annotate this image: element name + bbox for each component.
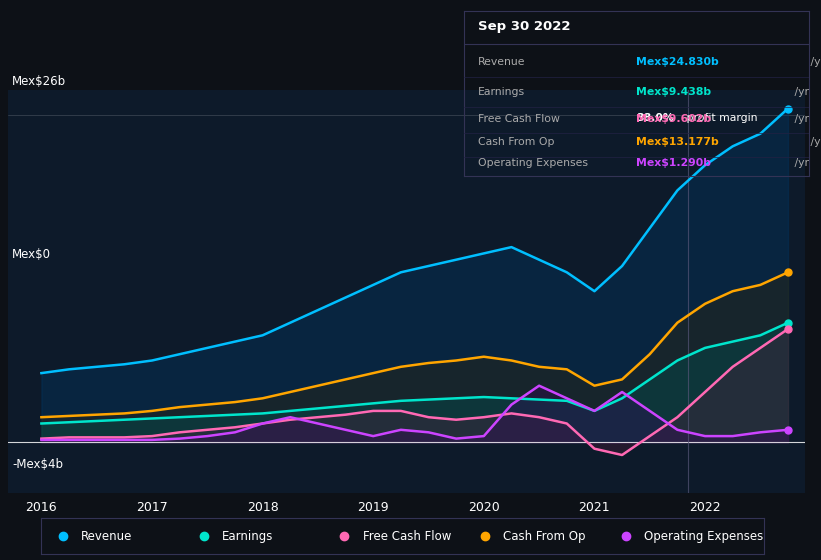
- Text: Free Cash Flow: Free Cash Flow: [478, 114, 560, 124]
- Text: /yr: /yr: [806, 58, 821, 67]
- Text: profit margin: profit margin: [683, 113, 757, 123]
- Text: -Mex$4b: -Mex$4b: [12, 458, 63, 472]
- Text: /yr: /yr: [791, 87, 810, 97]
- Text: Mex$24.830b: Mex$24.830b: [636, 58, 719, 67]
- Text: Free Cash Flow: Free Cash Flow: [363, 530, 451, 543]
- Text: Sep 30 2022: Sep 30 2022: [478, 20, 570, 32]
- Text: Mex$1.290b: Mex$1.290b: [636, 158, 711, 168]
- Text: /yr: /yr: [791, 114, 810, 124]
- Text: /yr: /yr: [791, 158, 810, 168]
- Text: Earnings: Earnings: [478, 87, 525, 97]
- Text: Cash From Op: Cash From Op: [478, 137, 554, 147]
- Text: Cash From Op: Cash From Op: [503, 530, 586, 543]
- Text: Revenue: Revenue: [478, 58, 525, 67]
- Text: Mex$9.438b: Mex$9.438b: [636, 87, 712, 97]
- Text: Mex$13.177b: Mex$13.177b: [636, 137, 719, 147]
- Text: Mex$26b: Mex$26b: [12, 74, 67, 88]
- Text: Operating Expenses: Operating Expenses: [478, 158, 588, 168]
- Text: Earnings: Earnings: [222, 530, 273, 543]
- Text: Mex$9.602b: Mex$9.602b: [636, 114, 712, 124]
- Text: Operating Expenses: Operating Expenses: [644, 530, 764, 543]
- Text: 38.0%: 38.0%: [636, 113, 674, 123]
- Text: Mex$0: Mex$0: [12, 248, 52, 262]
- Text: /yr: /yr: [806, 137, 821, 147]
- Text: Revenue: Revenue: [80, 530, 132, 543]
